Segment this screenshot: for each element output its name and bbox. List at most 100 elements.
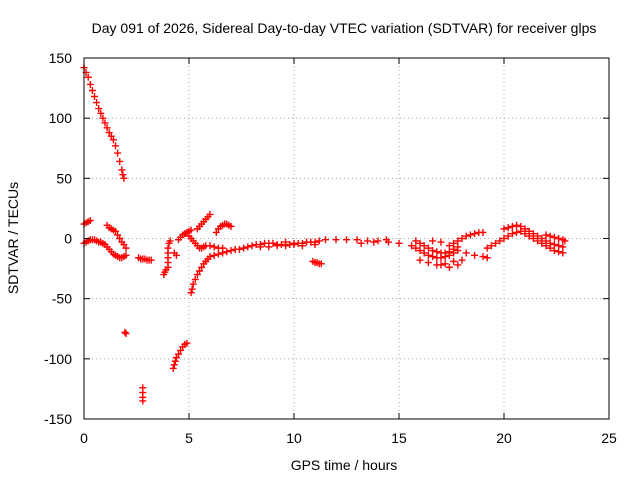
axis-ticks: 0 5 10 15 20 25 -150 -100 -50 0 50 100 150 [44,50,617,446]
data-point [483,244,491,252]
data-point [445,248,453,256]
data-point [177,346,185,354]
data-point [487,242,495,250]
data-point [433,248,441,256]
data-point [542,237,550,245]
data-point [122,244,130,252]
data-point [546,239,554,247]
data-point [416,247,424,255]
data-point [521,225,529,233]
data-point [120,241,128,249]
x-tick-label: 10 [286,430,302,446]
data-point [525,227,533,235]
y-tick-label: -150 [44,411,72,427]
data-point [504,224,512,232]
data-point [412,237,420,245]
y-tick-label: 0 [64,231,72,247]
data-point [169,364,177,372]
data-point [112,227,119,235]
data-point [109,136,117,144]
data-point [462,249,470,257]
data-point [441,249,449,257]
data-point [119,171,127,179]
data-point [240,244,248,252]
data-point [187,289,195,297]
data-point [97,109,105,117]
data-point [479,228,487,236]
y-tick-label: 50 [56,170,72,186]
x-tick-label: 0 [80,430,88,446]
series-recovery-4-5h [169,339,191,372]
data-point [166,237,174,245]
data-point [183,339,191,347]
series-dip-2-3h [135,254,155,264]
data-point [189,280,197,288]
data-point [374,237,382,245]
data-point [483,254,491,262]
chart-title: Day 091 of 2026, Sidereal Day-to-day VTE… [92,20,597,36]
data-point [462,232,470,240]
data-point [210,251,218,259]
data-point [116,157,124,165]
data-point [93,99,101,107]
data-point [508,222,516,230]
data-point [235,245,243,253]
x-tick-label: 15 [391,430,407,446]
series-early-near-zero [80,216,130,262]
data-point [269,239,277,247]
series-isolated-11h [309,257,325,268]
data-point [273,242,281,250]
data-point [492,239,500,247]
data-point [437,261,445,269]
data-point [546,232,554,240]
data-point [416,256,424,264]
data-point [454,247,462,255]
data-point [282,238,290,246]
data-point [454,261,462,269]
data-point [353,236,361,244]
series-recovery-5-7h [187,248,231,297]
data-point [114,149,122,157]
data-point [479,253,487,261]
data-point [561,237,569,245]
data-point [322,236,329,244]
data-point [395,239,403,247]
data-point [256,243,264,251]
data-point [332,236,340,244]
data-point [429,253,437,261]
data-point [147,256,155,264]
data-point [424,259,432,267]
data-point [188,285,196,293]
data-point [118,166,126,174]
data-point [450,239,458,247]
data-point [114,231,122,239]
x-tick-label: 25 [601,430,617,446]
data-point [500,235,508,242]
series-early-decline [80,64,128,182]
data-point [206,210,214,218]
data-point [364,237,371,245]
y-tick-label: 100 [49,110,73,126]
y-axis-label: SDTVAR / TECUs [5,182,21,294]
data-point [437,238,445,246]
data-point [424,251,432,259]
series-cluster-19-23h [483,221,569,257]
data-point [429,247,437,255]
data-point [412,244,420,252]
data-point [219,244,227,252]
data-point [408,242,416,250]
data-point [343,236,350,244]
data-point [248,242,256,250]
data-point [84,73,92,81]
data-point [227,222,235,230]
data-point [441,260,449,268]
x-tick-label: 5 [185,430,193,446]
data-point [105,129,113,137]
data-point [172,354,180,362]
data-point [171,357,179,365]
data-point [175,350,182,358]
data-point [99,114,107,122]
data-point [382,236,390,244]
data-point [416,239,424,247]
